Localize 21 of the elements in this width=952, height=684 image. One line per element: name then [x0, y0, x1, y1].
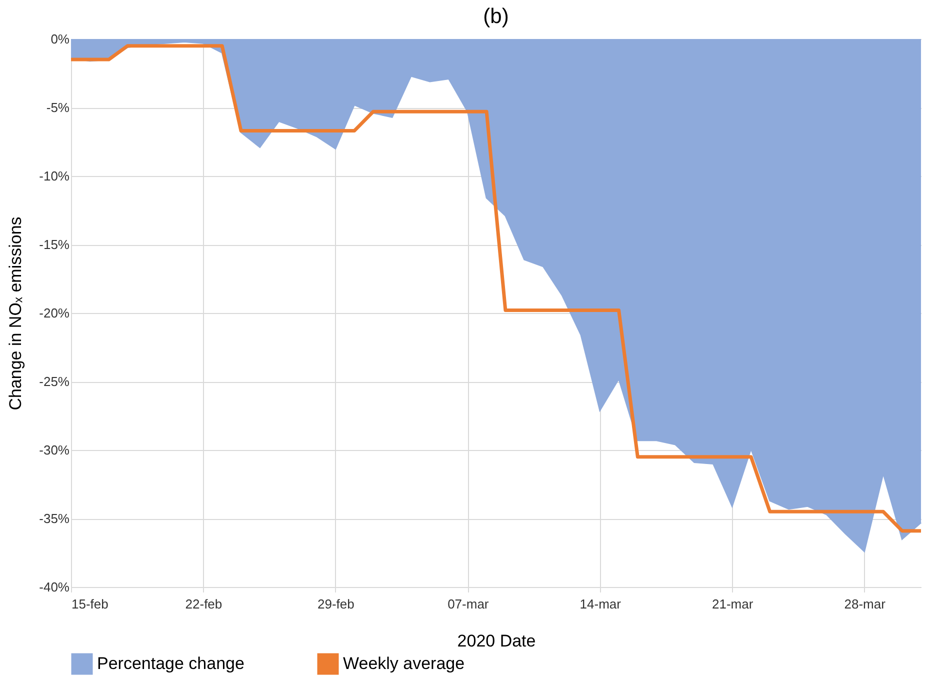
x-axis-title: 2020 Date [457, 632, 536, 650]
x-tick-label: 29-feb [318, 596, 354, 612]
y-tick-label: -35% [39, 511, 70, 526]
x-tick-label: 22-feb [185, 596, 222, 612]
x-tick-label: 14-mar [580, 596, 622, 612]
x-tick-label: 07-mar [448, 596, 490, 612]
y-tick-label: -10% [39, 168, 70, 184]
y-tick-label: -40% [39, 580, 70, 594]
y-axis-title: Change in NOₓ emissions [6, 216, 26, 410]
y-tick-label: -20% [39, 306, 70, 320]
y-tick-label: -30% [39, 442, 70, 458]
chart-title: (b) [483, 5, 509, 28]
y-tick-label: -5% [46, 100, 70, 115]
x-tick-label: 21-mar [712, 596, 754, 612]
x-tick-label: 15-feb [72, 596, 108, 612]
y-tick-label: -25% [39, 374, 70, 389]
y-tick-label: 0% [50, 32, 70, 46]
legend-label: Percentage change [97, 654, 244, 673]
x-tick-label: 28-mar [844, 596, 886, 612]
y-tick-label: -15% [39, 237, 70, 252]
legend-label: Weekly average [343, 654, 465, 673]
